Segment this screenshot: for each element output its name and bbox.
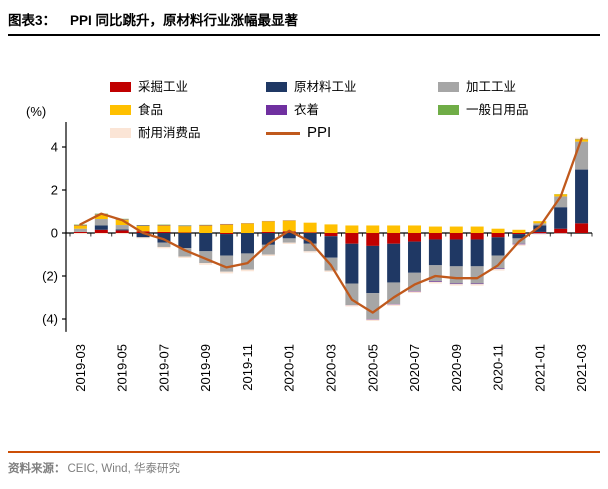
legend-label: 耐用消费品 [138,126,201,140]
y-tick-label: 4 [51,140,58,155]
x-tick-label: 2019-09 [198,344,213,392]
legend-item-clothing: 衣着 [266,103,438,117]
legend-item-daily-goods: 一般日用品 [438,103,529,117]
y-tick-label: 2 [51,183,58,198]
figure-header: 图表3： PPI 同比跳升，原材料行业涨幅最显著 [8,9,298,29]
y-tick-label: 0 [51,226,58,241]
x-tick-label: 2021-01 [532,344,547,392]
x-tick-label: 2019-05 [115,344,130,392]
legend-item-ppi: PPI [266,124,438,141]
legend-label: 衣着 [294,103,320,117]
legend-swatch-clothing [266,105,287,115]
legend-swatch-food [110,105,131,115]
x-tick-label: 2019-03 [73,344,88,392]
x-tick-label: 2020-03 [324,344,339,392]
figure-title: PPI 同比跳升，原材料行业涨幅最显著 [70,13,299,28]
bars-layer [73,137,589,321]
legend-label: 一般日用品 [466,103,529,117]
header-rule [8,34,600,36]
legend-label: 采掘工业 [138,80,189,94]
legend-swatch-daily-goods [438,105,459,115]
ppi-line [79,137,583,314]
source-text: CEIC, Wind, 华泰研究 [67,463,180,475]
chart-legend: 采掘工业 原材料工业 加工工业 食品 衣着 一般日用品 耐用消费品 PPI [110,80,529,140]
legend-swatch-raw-materials [266,82,287,92]
y-axis-unit-label: (%) [26,104,47,119]
x-tick-label: 2020-09 [449,344,464,392]
legend-swatch-ppi-line [266,131,300,135]
figure-number: 图表3： [8,13,57,28]
legend-item-raw-materials: 原材料工业 [266,80,438,94]
x-tick-label: 2019-11 [240,344,255,391]
y-tick-label: (2) [42,269,58,284]
legend-item-mining: 采掘工业 [110,80,266,94]
ppi-contribution-chart: 420(2)(4)2019-03 2019-05 2019-07 2019-09 201… [42,122,593,392]
legend-swatch-processing [438,82,459,92]
x-tick-label: 2020-07 [407,344,422,392]
legend-swatch-mining [110,82,131,92]
x-tick-label: 2020-11 [491,344,506,391]
footer-rule [8,451,600,453]
legend-item-processing: 加工工业 [438,80,529,94]
legend-label: 加工工业 [466,80,517,94]
y-tick-label: (4) [42,312,58,327]
legend-label: 食品 [138,103,164,117]
x-tick-label: 2021-03 [574,344,589,392]
source-note: 资料来源： CEIC, Wind, 华泰研究 [8,460,180,476]
x-tick-label: 2020-05 [365,344,380,392]
x-tick-label: 2020-01 [282,344,297,392]
x-tick-label: 2019-07 [157,344,172,392]
legend-label: PPI [307,124,332,141]
legend-item-durables: 耐用消费品 [110,126,266,140]
x-tick-labels: 2019-03 2019-05 2019-07 2019-09 2019-11 2020-… [73,344,589,392]
legend-item-food: 食品 [110,103,266,117]
legend-swatch-durables [110,128,131,138]
legend-label: 原材料工业 [294,80,357,94]
source-label: 资料来源： [8,463,66,475]
